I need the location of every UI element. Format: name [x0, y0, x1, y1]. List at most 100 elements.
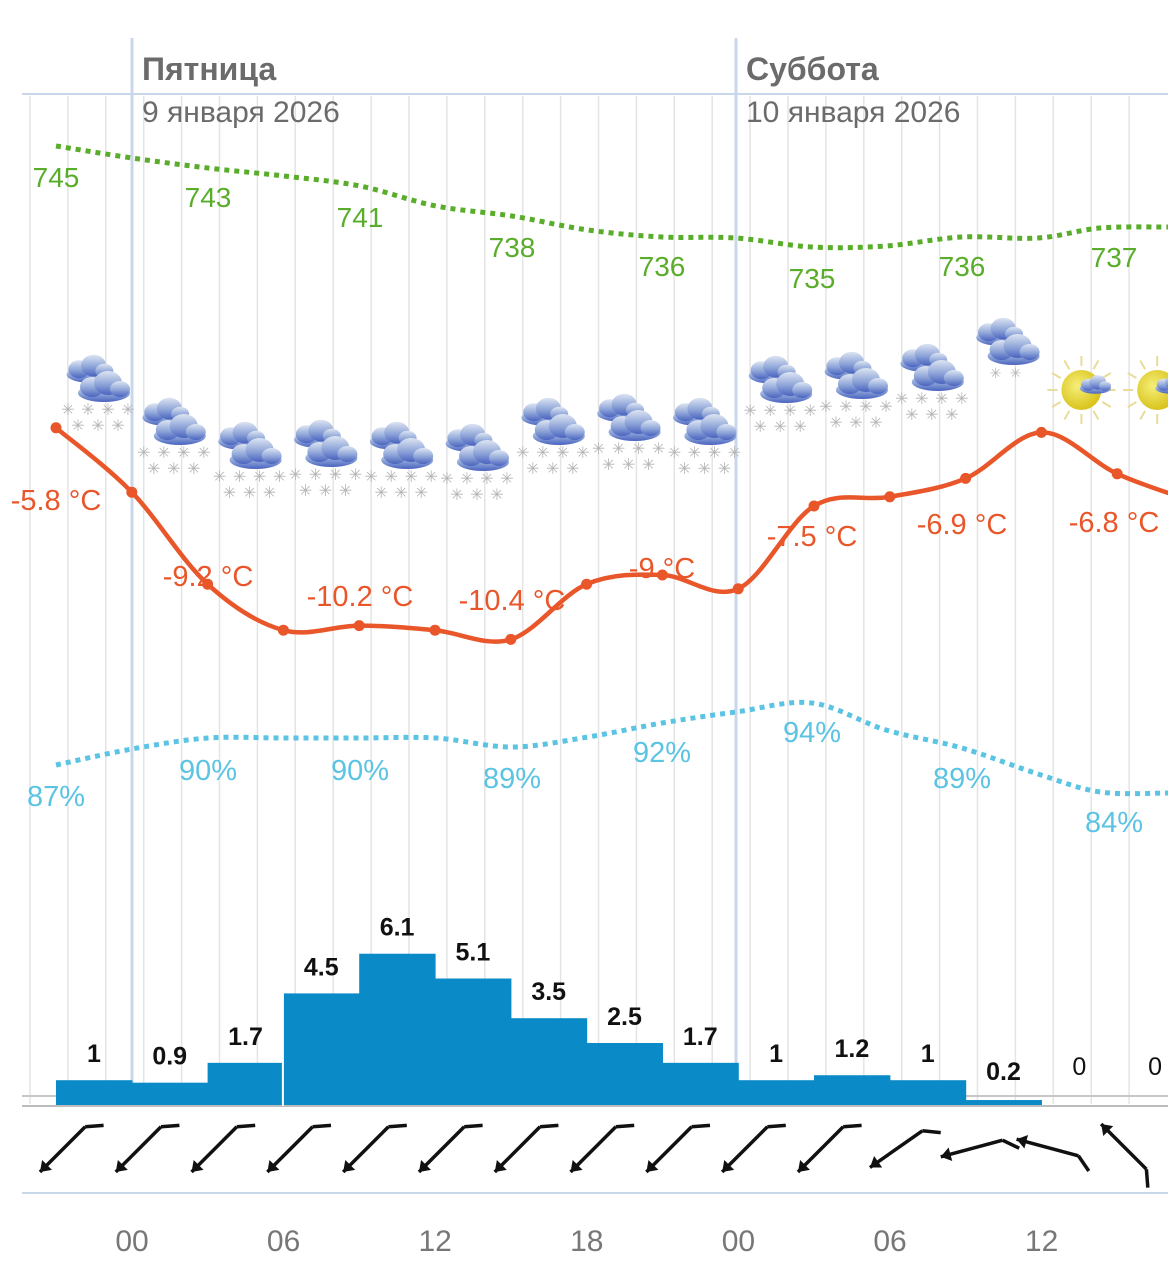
wind-arrow-icon: [1016, 1135, 1091, 1172]
snowflake: ✳: [187, 461, 200, 478]
snowflake: ✳: [197, 445, 210, 462]
snowflake: ✳: [783, 403, 796, 420]
snowflake: ✳: [111, 418, 124, 435]
pressure-label: 743: [185, 182, 232, 213]
humidity-label: 92%: [633, 737, 691, 769]
snowflake: ✳: [147, 461, 160, 478]
snowflake: ✳: [536, 445, 549, 462]
sun-ray: [1101, 401, 1112, 408]
wind-barb: [767, 1123, 786, 1129]
wind-arrow-icon: [796, 1123, 862, 1174]
snowflake: ✳: [329, 467, 342, 484]
pressure-label: 735: [789, 263, 836, 294]
snowflake: ✳: [869, 415, 882, 432]
snowflake: ✳: [668, 445, 681, 462]
day-date: 9 января 2026: [142, 96, 340, 129]
snowflake: ✳: [91, 418, 104, 435]
wind-head: [418, 1160, 431, 1173]
precip-bar: [814, 1075, 891, 1105]
pressure-label: 738: [489, 232, 536, 263]
snowflake: ✳: [652, 441, 665, 458]
sun-ray: [1051, 401, 1062, 408]
wind-shaft: [190, 1125, 239, 1174]
sun-ray: [1127, 401, 1137, 408]
snowflake: ✳: [990, 365, 1002, 381]
snowflake: ✳: [905, 407, 918, 424]
wind-shaft: [940, 1138, 1004, 1159]
precip-bar: [359, 953, 436, 1105]
weather-icons: ✳ ✳ ✳ ✳✳ ✳ ✳✳ ✳ ✳ ✳✳ ✳ ✳ ✳ ✳ ✳ ✳✳ ✳ ✳✳ ✳ ✳ ✳✳ ✳ ✳✳ ✳ ✳ ✳✳ ✳ ✳✳ ✳ ✳ ✳✳…: [61, 317, 1168, 504]
snowflake: ✳: [602, 457, 615, 474]
snow-cloud-icon: ✳ ✳ ✳ ✳✳ ✳ ✳: [516, 397, 590, 478]
snowflake: ✳: [289, 467, 302, 484]
snowflake: ✳: [642, 457, 655, 474]
snowflake: ✳: [632, 441, 645, 458]
wind-shaft: [417, 1125, 466, 1174]
humidity-label: 94%: [783, 717, 841, 749]
snowflake: ✳: [763, 403, 776, 420]
temperature-point: [656, 569, 668, 581]
wind-barb: [691, 1123, 711, 1129]
wind-barb: [539, 1123, 559, 1129]
precip-bar: [738, 1080, 815, 1105]
wind-arrow-icon: [190, 1123, 256, 1174]
snowflake: ✳: [364, 469, 377, 486]
time-axis: 00 06 12 18 00 06 12: [115, 1225, 1058, 1258]
snowflake: ✳: [81, 402, 94, 419]
snowflake: ✳: [480, 471, 493, 488]
snowflake: ✳: [945, 407, 958, 424]
wind-head: [115, 1160, 128, 1173]
snow-cloud-icon: ✳ ✳ ✳ ✳✳ ✳ ✳: [440, 423, 514, 504]
humidity-label: 87%: [27, 781, 85, 813]
wind-barb: [388, 1123, 407, 1129]
precip-bar: [131, 1082, 209, 1105]
humidity-label: 90%: [179, 755, 237, 787]
snowflake: ✳: [566, 461, 579, 478]
wind-barb: [85, 1123, 104, 1129]
sun-ray: [1101, 372, 1112, 379]
grid-lines: [22, 38, 1168, 1194]
precip-label: 0.9: [152, 1043, 187, 1071]
wind-barb: [1076, 1154, 1091, 1172]
precip-label: 0: [1148, 1053, 1162, 1081]
snowflake: ✳: [526, 461, 539, 478]
sun-ray: [1127, 372, 1137, 379]
wind-shaft: [114, 1125, 163, 1174]
snowflake: ✳: [546, 461, 559, 478]
wind-head: [940, 1147, 953, 1161]
time-label: 18: [570, 1225, 603, 1258]
temperature-label: -10.4 °C: [459, 585, 566, 617]
temperature-point: [277, 624, 289, 636]
temperature-point: [429, 624, 441, 636]
wind-arrow-icon: [645, 1123, 711, 1174]
pressure-label: 736: [939, 251, 986, 282]
pressure-label: 736: [639, 251, 686, 282]
snowflake: ✳: [319, 483, 332, 500]
wind-barb: [464, 1123, 483, 1129]
wind-barb: [1001, 1138, 1020, 1150]
wind-barb: [160, 1123, 180, 1129]
snowflake: ✳: [743, 403, 756, 420]
day-date: 10 января 2026: [746, 96, 960, 129]
sun-ray: [1139, 360, 1147, 370]
wind-barb: [312, 1123, 332, 1129]
wind-head: [1101, 1123, 1114, 1136]
wind-head: [1016, 1135, 1029, 1149]
wind-shaft: [720, 1125, 769, 1174]
wind-arrow-icon: [940, 1138, 1020, 1161]
wind-shaft: [38, 1125, 87, 1174]
temperature-series: -5.8 °C -9.2 °C -10.2 °C -10.4 °C -9 °C -7.5 …: [11, 422, 1168, 645]
snowflake: ✳: [121, 402, 134, 419]
precip-bar: [662, 1062, 739, 1105]
snowflake: ✳: [460, 471, 473, 488]
precip-bar: [207, 1062, 284, 1105]
wind-barb: [922, 1129, 941, 1135]
time-label: 06: [267, 1225, 300, 1258]
snowflake: ✳: [374, 485, 387, 502]
temperature-label: -6.9 °C: [917, 509, 1008, 541]
snowflake: ✳: [157, 445, 170, 462]
humidity-label: 89%: [483, 763, 541, 795]
snowflake: ✳: [273, 469, 286, 486]
snowflake: ✳: [955, 391, 968, 408]
snowflake: ✳: [394, 485, 407, 502]
